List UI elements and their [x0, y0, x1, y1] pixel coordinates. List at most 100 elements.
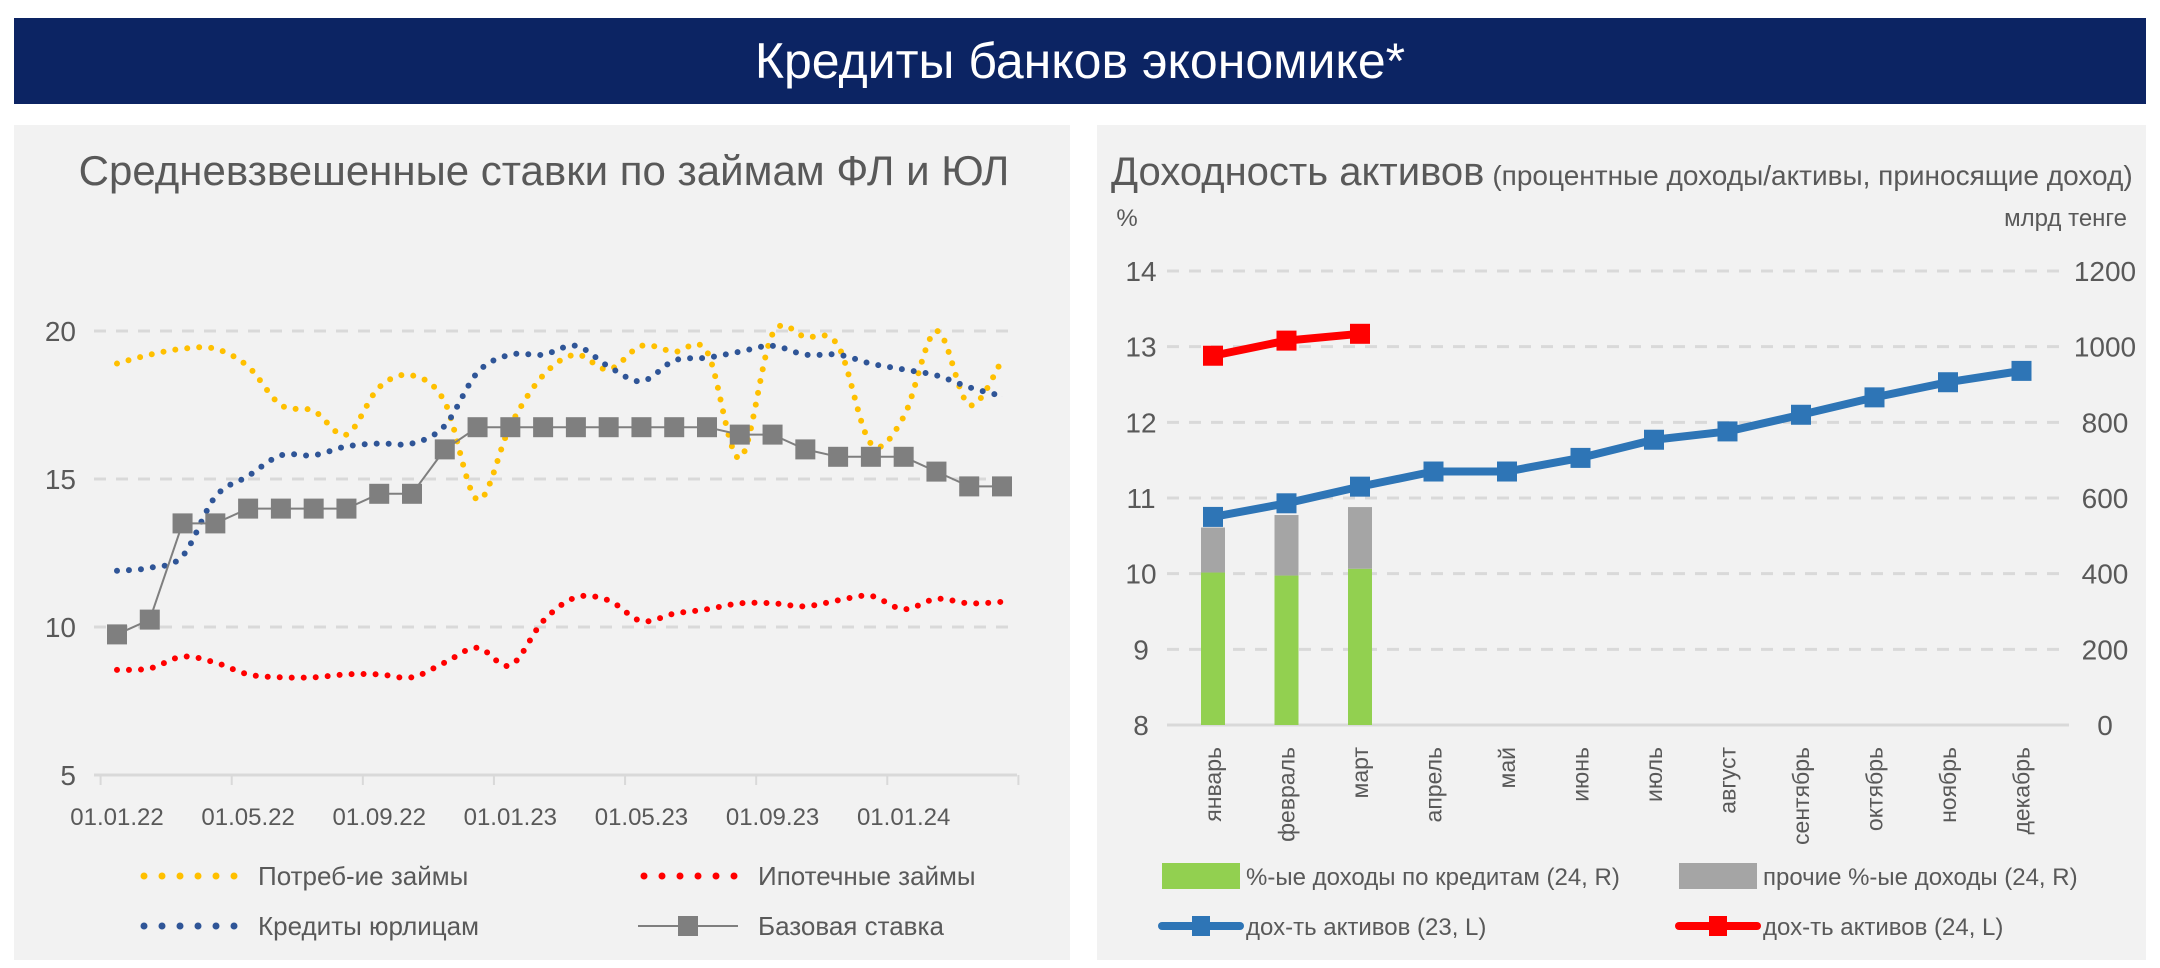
data-point — [402, 483, 422, 504]
y-tick-label: 10 — [45, 612, 76, 643]
page-title: Кредиты банков экономике* — [14, 18, 2146, 104]
data-point — [107, 624, 127, 645]
rates-chart-panel: Средневзвешенные ставки по займам ФЛ и Ю… — [14, 125, 1070, 960]
rates-chart: Средневзвешенные ставки по займам ФЛ и Ю… — [45, 147, 1020, 941]
legend-marker — [176, 872, 184, 880]
data-point — [500, 417, 521, 438]
legend-marker — [694, 872, 702, 880]
series-0 — [1203, 360, 2032, 527]
data-point — [303, 498, 324, 519]
data-point — [1203, 506, 1223, 527]
x-tick-label: январь — [1200, 747, 1226, 822]
series-3 — [107, 417, 1012, 645]
y-tick-label: 15 — [45, 464, 76, 495]
x-tick-label: октябрь — [1862, 747, 1888, 831]
data-point — [1350, 476, 1370, 497]
x-tick-label: август — [1715, 747, 1741, 814]
legend-marker — [140, 872, 148, 880]
legend-marker — [158, 922, 166, 930]
left-axis-unit: % — [1116, 205, 1137, 232]
data-point — [697, 417, 717, 438]
legend-item: прочие %-ые доходы (24, R) — [1679, 863, 2078, 891]
data-point — [1276, 330, 1297, 351]
data-point — [1644, 429, 1664, 450]
data-point — [270, 498, 291, 519]
bar-1 — [1201, 527, 1225, 573]
data-point — [631, 417, 652, 438]
legend-marker — [676, 872, 684, 880]
series-2 — [114, 342, 1005, 574]
x-tick-label: апрель — [1421, 747, 1447, 822]
data-point — [893, 446, 914, 467]
legend-label: Базовая ставка — [758, 911, 944, 941]
y-tick-label: 5 — [60, 760, 76, 791]
legend-label: Потреб-ие займы — [258, 861, 468, 891]
series-line — [114, 592, 1005, 681]
legend-label: прочие %-ые доходы (24, R) — [1763, 864, 2078, 891]
legend-marker — [194, 872, 202, 880]
data-point — [1276, 493, 1297, 514]
bar-1 — [1348, 507, 1372, 569]
right-axis-unit: млрд тенге — [2004, 205, 2127, 232]
x-tick-label: февраль — [1274, 747, 1300, 842]
right-y-tick-label: 1000 — [2074, 332, 2136, 363]
right-y-tick-label: 0 — [2097, 710, 2113, 741]
data-point — [565, 417, 586, 438]
left-y-tick-label: 11 — [1126, 483, 1155, 514]
legend-marker — [1679, 863, 1757, 889]
left-y-tick-label: 8 — [1133, 710, 1149, 741]
legend-label: %-ые доходы по кредитам (24, R) — [1246, 864, 1620, 891]
bar-0 — [1274, 575, 1299, 725]
x-tick-label: ноябрь — [1935, 747, 1961, 823]
data-point — [664, 417, 685, 438]
x-tick-label: май — [1494, 747, 1520, 788]
right-y-tick-label: 1200 — [2074, 256, 2136, 287]
data-point — [1570, 447, 1591, 468]
series-line — [1212, 366, 2023, 521]
yield-title-subtitle: (процентные доходы/активы, приносящие до… — [1492, 160, 2132, 191]
yield-chart-title: Доходность активов (процентные доходы/акт… — [1111, 150, 2133, 194]
x-tick-label: 01.01.22 — [70, 804, 163, 831]
data-point — [172, 513, 193, 534]
rates-chart-title: Средневзвешенные ставки по займам ФЛ и Ю… — [79, 147, 1010, 194]
data-point — [533, 417, 554, 438]
legend-label: Ипотечные займы — [758, 861, 976, 891]
legend-marker — [1192, 916, 1210, 936]
data-point — [1717, 421, 1738, 442]
series-0 — [114, 322, 1005, 503]
data-point — [1203, 345, 1223, 366]
bar-0 — [1201, 572, 1225, 725]
data-point — [369, 483, 390, 504]
legend-item: %-ые доходы по кредитам (24, R) — [1162, 863, 1620, 891]
legend-label: дох-ть активов (24, L) — [1763, 914, 2003, 941]
right-y-tick-label: 200 — [2082, 634, 2129, 665]
legend-label: дох-ть активов (23, L) — [1246, 914, 1486, 941]
x-tick-label: декабрь — [2009, 747, 2035, 835]
x-tick-label: 01.09.23 — [726, 804, 819, 831]
bar-0 — [1348, 568, 1372, 725]
x-tick-label: 01.09.22 — [333, 804, 426, 831]
data-point — [1423, 461, 1444, 482]
x-tick-label: 01.01.23 — [464, 804, 557, 831]
legend-marker — [194, 922, 202, 930]
yield-title-main: Доходность активов — [1111, 150, 1484, 194]
data-point — [1938, 372, 1958, 393]
left-y-tick-label: 14 — [1125, 256, 1156, 287]
legend-marker — [1709, 916, 1727, 936]
data-point — [795, 439, 816, 460]
data-point — [1791, 404, 1811, 425]
series-1 — [1203, 323, 1370, 366]
data-point — [729, 424, 750, 445]
right-y-tick-label: 800 — [2082, 407, 2129, 438]
data-point — [139, 609, 160, 630]
legend-marker — [158, 872, 166, 880]
legend-marker — [658, 872, 666, 880]
legend-marker — [212, 922, 220, 930]
data-point — [926, 461, 947, 482]
x-tick-label: 01.05.22 — [201, 804, 294, 831]
legend-marker — [1162, 863, 1240, 889]
data-point — [238, 498, 259, 519]
data-point — [860, 446, 881, 467]
data-point — [205, 513, 226, 534]
legend-marker — [230, 922, 238, 930]
